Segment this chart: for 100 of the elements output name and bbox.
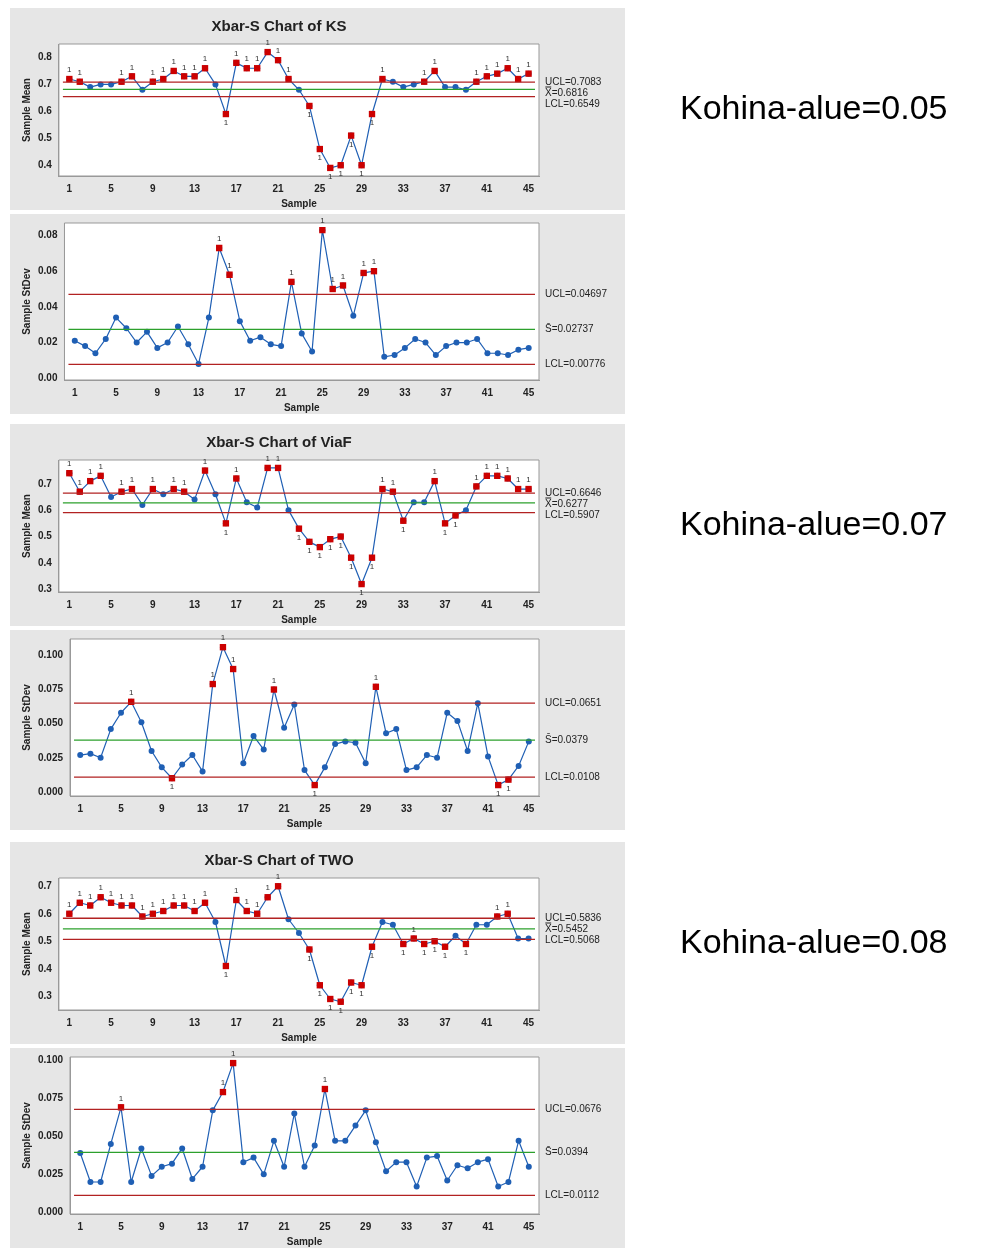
- annotation: 1: [230, 655, 236, 665]
- annotation: 1: [390, 477, 396, 487]
- annotation: 1: [320, 216, 326, 226]
- annotation: 1: [150, 475, 156, 485]
- y-axis-title: Sample StDev: [20, 1101, 32, 1169]
- x-tick-label: 9: [150, 182, 157, 194]
- ref-line-label: S̄=0.0394: [545, 1145, 589, 1158]
- annotation: 1: [505, 899, 511, 909]
- chart-title: Xbar-S Chart of KS: [211, 17, 347, 35]
- x-tick-label: 29: [360, 1220, 372, 1232]
- annotation: 1: [515, 475, 521, 485]
- annotation: 1: [380, 65, 386, 75]
- x-tick-label: 29: [356, 598, 368, 610]
- annotation: 1: [230, 1049, 236, 1059]
- annotation: 1: [495, 59, 501, 69]
- annotation: 1: [202, 888, 208, 898]
- annotation: 1: [526, 59, 532, 69]
- annotation: 1: [495, 789, 501, 799]
- annotation: 1: [495, 902, 501, 912]
- y-tick-label: 0.6: [38, 503, 53, 515]
- annotation: 1: [338, 1005, 344, 1015]
- y-tick-label: 0.7: [38, 78, 53, 90]
- annotation: 1: [401, 948, 407, 958]
- annotation: 1: [169, 782, 175, 792]
- annotation: 1: [150, 67, 156, 77]
- annotation: 1: [128, 688, 134, 697]
- y-axis-title: Sample StDev: [20, 267, 32, 335]
- annotation: 1: [67, 459, 73, 469]
- annotation: 1: [254, 54, 260, 64]
- y-axis-title: Sample Mean: [20, 494, 32, 558]
- y-axis-title: Sample Mean: [20, 78, 32, 142]
- x-tick-label: 41: [482, 802, 495, 814]
- annotation: 1: [307, 953, 313, 963]
- y-tick-label: 0.5: [38, 132, 53, 144]
- x-tick-label: 17: [230, 182, 243, 194]
- x-tick-label: 17: [237, 1220, 250, 1232]
- annotation: 1: [227, 260, 233, 270]
- annotation: 1: [234, 49, 240, 59]
- ref-line-label: UCL=0.7083: [545, 75, 602, 87]
- x-axis-title: Sample: [286, 817, 323, 829]
- y-tick-label: 0.5: [38, 935, 53, 946]
- x-tick-label: 25: [314, 598, 326, 610]
- y-tick-label: 0.02: [37, 336, 58, 348]
- annotation: 1: [442, 527, 448, 537]
- annotation: 1: [432, 467, 438, 477]
- x-tick-label: 45: [523, 802, 535, 814]
- annotation: 1: [296, 532, 302, 542]
- annotation: 1: [505, 54, 511, 64]
- x-tick-label: 21: [275, 386, 288, 398]
- y-tick-label: 0.6: [38, 907, 53, 919]
- ref-line-label: S̄=0.0379: [545, 733, 589, 745]
- annotation: 1: [220, 1078, 226, 1088]
- y-tick-label: 0.5: [38, 530, 53, 542]
- x-tick-label: 25: [314, 182, 326, 194]
- x-tick-label: 45: [523, 1016, 535, 1028]
- annotation: 1: [129, 62, 135, 72]
- annotation: 1: [361, 259, 367, 269]
- annotation: 1: [411, 924, 417, 934]
- annotation: 1: [87, 467, 93, 477]
- x-tick-label: 1: [66, 598, 73, 610]
- annotation: 1: [265, 883, 271, 893]
- y-tick-label: 0.050: [37, 717, 64, 729]
- x-tick-label: 13: [189, 598, 201, 610]
- ref-line-label: UCL=0.5836: [545, 912, 602, 924]
- y-tick-label: 0.00: [37, 371, 58, 383]
- annotation: 1: [338, 169, 344, 179]
- y-tick-label: 0.025: [37, 1168, 64, 1180]
- annotation: 1: [77, 67, 83, 77]
- annotation: 1: [369, 118, 375, 128]
- annotation: 1: [275, 454, 281, 464]
- x-tick-label: 13: [189, 182, 201, 194]
- annotation: 1: [244, 54, 250, 64]
- ref-line-label: UCL=0.0651: [545, 696, 602, 708]
- y-tick-label: 0.100: [37, 1053, 64, 1065]
- x-axis-title: Sample: [286, 1235, 323, 1247]
- annotation: 1: [401, 524, 407, 534]
- annotation: 1: [505, 464, 511, 474]
- x-tick-label: 45: [523, 1220, 535, 1232]
- y-tick-label: 0.025: [37, 751, 64, 763]
- annotation: 1: [286, 65, 292, 75]
- y-axis-title: Sample Mean: [20, 912, 32, 976]
- x-tick-label: 37: [439, 598, 452, 610]
- annotation: 1: [359, 588, 365, 598]
- annotation: 1: [484, 462, 490, 472]
- annotation: 1: [307, 110, 313, 120]
- x-tick-label: 5: [108, 182, 115, 194]
- x-tick-label: 9: [159, 802, 165, 814]
- x-tick-label: 45: [523, 386, 535, 398]
- annotation: 1: [150, 899, 156, 909]
- y-tick-label: 0.7: [38, 880, 53, 891]
- x-tick-label: 13: [197, 1220, 209, 1232]
- x-tick-label: 21: [272, 182, 285, 194]
- ref-line-label: S̄=0.02737: [545, 322, 595, 335]
- ref-line-label: LCL=0.0112: [545, 1189, 600, 1201]
- annotation: 1: [67, 899, 73, 909]
- x-tick-label: 17: [234, 386, 246, 398]
- x-tick-label: 37: [441, 1220, 454, 1232]
- x-tick-label: 33: [397, 182, 410, 194]
- x-tick-label: 41: [482, 1220, 495, 1232]
- annotation: 1: [223, 118, 229, 128]
